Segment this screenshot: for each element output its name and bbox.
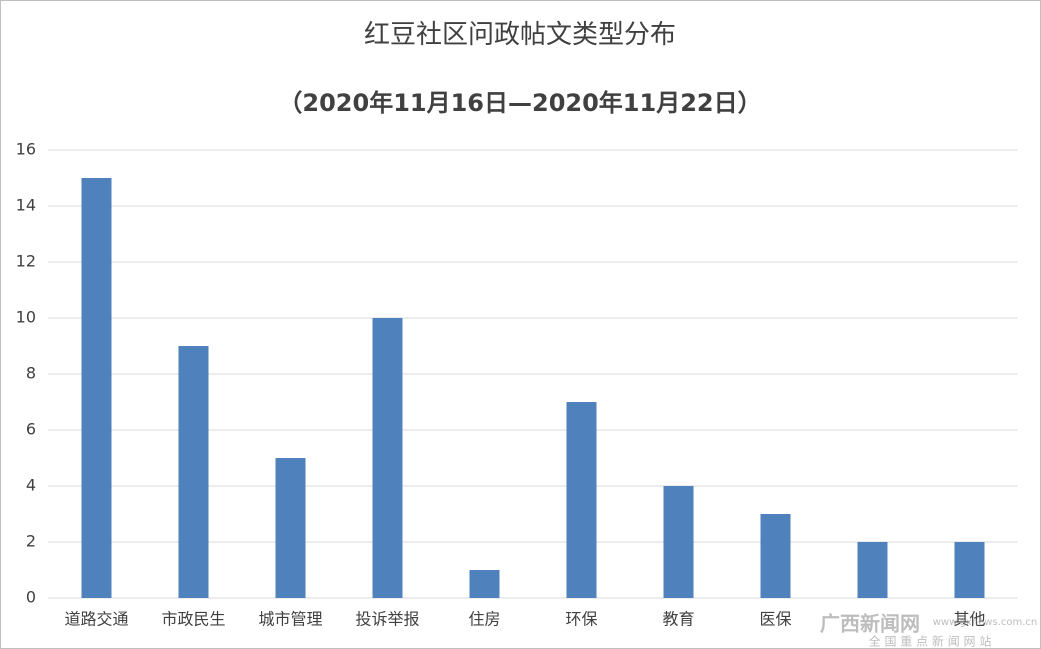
x-tick-label: 住房 bbox=[468, 610, 500, 629]
bar bbox=[566, 402, 597, 598]
chart-subtitle: （2020年11月16日—2020年11月22日） bbox=[278, 89, 761, 117]
bar bbox=[372, 318, 403, 598]
x-tick-label: 投诉举报 bbox=[355, 610, 419, 629]
y-tick-label: 8 bbox=[26, 364, 36, 383]
bar bbox=[178, 346, 209, 598]
bar bbox=[81, 178, 112, 598]
watermark-url: www.gxnews.com.cn bbox=[933, 617, 1038, 628]
y-tick-label: 14 bbox=[16, 196, 36, 215]
chart-title: 红豆社区问政帖文类型分布 bbox=[364, 20, 676, 50]
y-tick-label: 4 bbox=[26, 476, 36, 495]
watermark: 广西新闻网 www.gxnews.com.cn 全 国 重 点 新 闻 网 站 bbox=[820, 612, 1037, 649]
y-tick-label: 10 bbox=[16, 308, 36, 327]
x-tick-label: 市政民生 bbox=[161, 610, 225, 629]
y-tick-label: 0 bbox=[26, 588, 36, 607]
y-tick-label: 2 bbox=[26, 532, 36, 551]
bar bbox=[857, 542, 888, 598]
y-tick-label: 12 bbox=[16, 252, 36, 271]
y-tick-label: 16 bbox=[16, 140, 36, 159]
bar bbox=[663, 486, 694, 598]
bar bbox=[469, 570, 500, 598]
y-tick-label: 6 bbox=[26, 420, 36, 439]
watermark-tagline: 全 国 重 点 新 闻 网 站 bbox=[869, 634, 992, 649]
watermark-name: 广西新闻网 bbox=[820, 612, 920, 636]
bar bbox=[760, 514, 791, 598]
bar bbox=[275, 458, 306, 598]
x-tick-label: 其他 bbox=[953, 610, 985, 629]
x-tick-label: 城市管理 bbox=[258, 610, 322, 629]
x-tick-label: 教育 bbox=[662, 610, 694, 629]
x-tick-label: 医保 bbox=[759, 610, 791, 629]
x-tick-label: 环保 bbox=[565, 610, 597, 629]
bar bbox=[954, 542, 985, 598]
x-tick-label: 道路交通 bbox=[64, 610, 128, 629]
